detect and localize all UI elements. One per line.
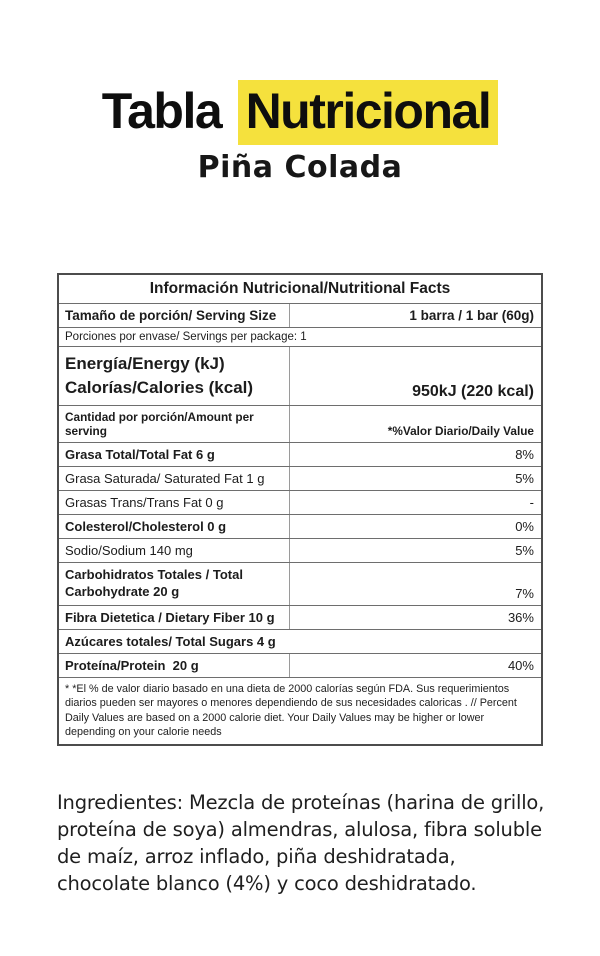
table-row-dietary-fiber: Fibra Dietetica / Dietary Fiber 10 g 36% (59, 606, 541, 631)
nutrient-value: 5% (515, 471, 534, 487)
table-row-trans-fat: Grasas Trans/Trans Fat 0 g - (59, 491, 541, 516)
energy-row: Energía/Energy (kJ) Calorías/Calories (k… (59, 347, 541, 407)
serving-size-value: 1 barra / 1 bar (60g) (409, 308, 534, 323)
ingredients-paragraph: Ingredientes: Mezcla de proteínas (harin… (57, 791, 545, 895)
table-title-row: Información Nutricional/Nutritional Fact… (59, 275, 541, 304)
table-row-sodium: Sodio/Sodium 140 mg 5% (59, 539, 541, 564)
nutrient-label: Fibra Dietetica / Dietary Fiber 10 g (59, 606, 291, 630)
servings-per-package: Porciones por envase/ Servings per packa… (65, 331, 307, 343)
serving-size-row: Tamaño de porción/ Serving Size 1 barra … (59, 304, 541, 328)
nutrient-label: Carbohidratos Totales / Total Carbohydra… (59, 563, 291, 606)
energy-label-line1: Energía/Energy (kJ) (65, 354, 225, 373)
header: Tabla Nutricional Piña Colada (0, 0, 600, 185)
daily-value-footnote: * *El % de valor diario basado en una di… (65, 683, 517, 738)
daily-value-header: *%Valor Diario/Daily Value (387, 424, 534, 439)
nutrient-value: 5% (515, 543, 534, 559)
nutrition-facts-table: Información Nutricional/Nutritional Fact… (57, 273, 543, 747)
page-title-plain: Tabla (101, 83, 223, 139)
table-row-cholesterol: Colesterol/Cholesterol 0 g 0% (59, 515, 541, 540)
table-row-total-fat: Grasa Total/Total Fat 6 g 8% (59, 443, 541, 468)
flavor-subtitle: Piña Colada (197, 150, 403, 185)
nutrient-label: Grasas Trans/Trans Fat 0 g (59, 491, 291, 515)
nutrient-label: Azúcares totales/ Total Sugars 4 g (65, 634, 276, 650)
table-row-carbohydrate: Carbohidratos Totales / Total Carbohydra… (59, 563, 541, 607)
serving-size-label: Tamaño de porción/ Serving Size (59, 304, 291, 327)
page-title: Tabla Nutricional (0, 80, 600, 145)
column-header-row: Cantidad por porción/Amount per serving … (59, 406, 541, 444)
nutrient-value: 36% (507, 610, 534, 626)
page-title-highlighted: Nutricional (237, 80, 499, 145)
energy-value: 950kJ (220 kcal) (412, 383, 534, 401)
servings-per-package-row: Porciones por envase/ Servings per packa… (59, 328, 541, 347)
nutrient-label: Grasa Total/Total Fat 6 g (59, 443, 291, 467)
nutrient-value: 7% (515, 586, 534, 602)
nutrient-label: Proteína/Protein 20 g (59, 654, 291, 678)
nutrient-value: 8% (515, 447, 534, 463)
table-row-protein: Proteína/Protein 20 g 40% (59, 654, 541, 679)
footnote-row: * *El % de valor diario basado en una di… (59, 678, 541, 744)
nutrient-value: - (529, 495, 534, 511)
table-row-saturated-fat: Grasa Saturada/ Saturated Fat 1 g 5% (59, 467, 541, 492)
nutrient-value: 0% (515, 519, 534, 535)
energy-label-line2: Calorías/Calories (kcal) (65, 378, 254, 398)
nutrient-label: Colesterol/Cholesterol 0 g (59, 515, 291, 539)
table-row-total-sugars: Azúcares totales/ Total Sugars 4 g (59, 630, 541, 655)
nutrient-value: 40% (507, 658, 534, 674)
energy-label: Energía/Energy (kJ) Calorías/Calories (k… (59, 347, 291, 406)
amount-per-serving-header: Cantidad por porción/Amount per serving (59, 406, 291, 443)
nutrient-label: Grasa Saturada/ Saturated Fat 1 g (59, 467, 291, 491)
table-title: Información Nutricional/Nutritional Fact… (149, 280, 451, 297)
nutrient-label: Sodio/Sodium 140 mg (59, 539, 291, 563)
